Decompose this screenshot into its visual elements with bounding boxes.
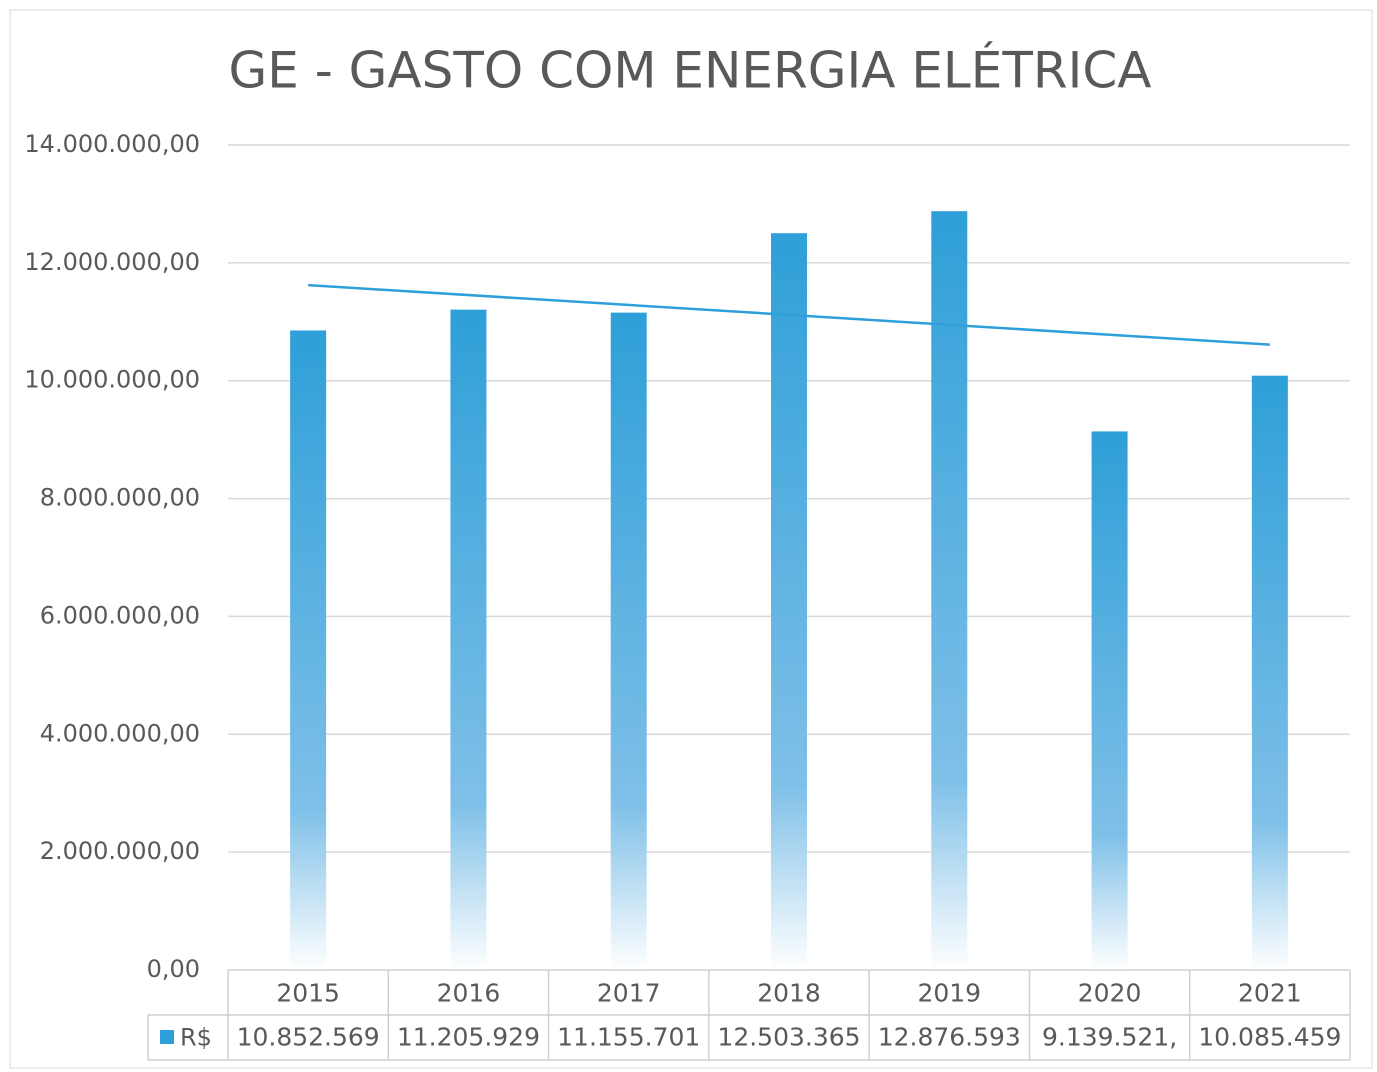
data-label: 10.852.569 xyxy=(237,1023,380,1052)
x-tick-label: 2015 xyxy=(276,979,340,1008)
trendline xyxy=(308,283,1270,346)
x-tick-label: 2020 xyxy=(1078,979,1142,1008)
x-tick-label: 2017 xyxy=(597,979,661,1008)
chart-frame xyxy=(9,9,1373,1069)
data-label: 9.139.521, xyxy=(1042,1023,1177,1052)
y-tick-label: 2.000.000,00 xyxy=(40,837,200,865)
bar xyxy=(290,330,327,970)
bar xyxy=(1091,431,1128,970)
data-label: 12.503.365 xyxy=(717,1023,860,1052)
y-tick-label: 4.000.000,00 xyxy=(40,719,200,747)
y-tick-label: 8.000.000,00 xyxy=(40,484,200,512)
data-label: 12.876.593 xyxy=(878,1023,1021,1052)
y-tick-label: 14.000.000,00 xyxy=(24,130,200,158)
x-tick-label: 2021 xyxy=(1238,979,1302,1008)
bar xyxy=(610,312,647,970)
bar xyxy=(450,309,487,970)
legend-label: R$ xyxy=(180,1024,212,1052)
legend-key xyxy=(160,1030,174,1044)
bar xyxy=(1251,375,1288,970)
data-label: 11.205.929 xyxy=(397,1023,540,1052)
y-tick-label: 10.000.000,00 xyxy=(24,366,200,394)
bar xyxy=(931,211,968,970)
x-tick-label: 2018 xyxy=(757,979,821,1008)
x-tick-label: 2016 xyxy=(437,979,501,1008)
data-label: 10.085.459 xyxy=(1198,1023,1341,1052)
y-tick-label: 6.000.000,00 xyxy=(40,601,200,629)
x-tick-label: 2019 xyxy=(917,979,981,1008)
y-tick-label: 0,00 xyxy=(147,955,200,983)
y-tick-label: 12.000.000,00 xyxy=(24,248,200,276)
chart-title: GE - GASTO COM ENERGIA ELÉTRICA xyxy=(228,41,1151,100)
bar xyxy=(771,233,807,970)
data-label: 11.155.701 xyxy=(557,1023,700,1052)
